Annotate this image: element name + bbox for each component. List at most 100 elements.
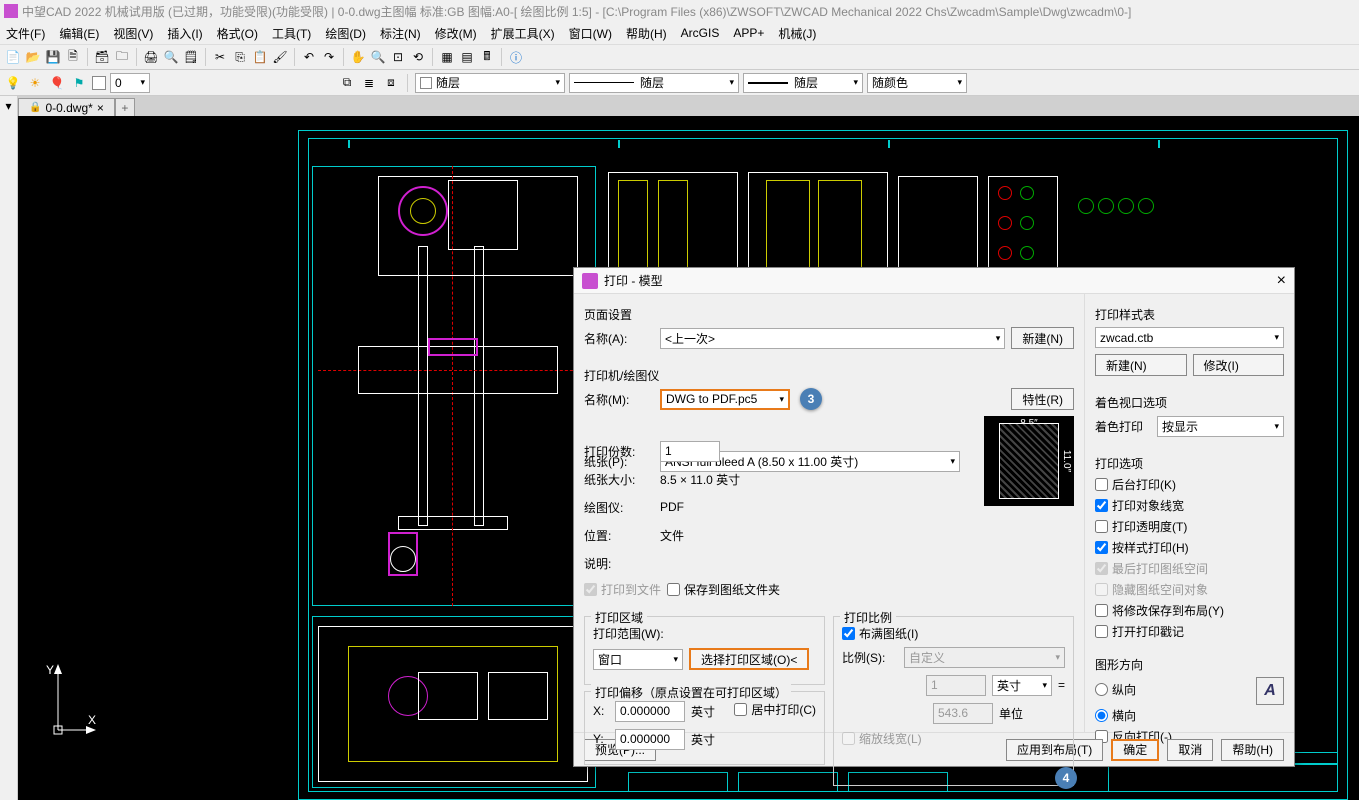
fit-checkbox[interactable] <box>842 627 855 640</box>
menu-window[interactable]: 窗口(W) <box>569 25 612 42</box>
matchprop-icon[interactable]: 🖌 <box>271 48 289 66</box>
option-checkbox[interactable] <box>1095 604 1108 617</box>
dialog-titlebar[interactable]: 打印 - 模型 × <box>574 268 1294 294</box>
app-icon <box>4 4 18 18</box>
shaded-dropdown[interactable]: 按显示 <box>1157 416 1284 437</box>
bylayer-color-dropdown[interactable]: 随层 <box>415 73 565 93</box>
plotter-value: PDF <box>660 500 684 514</box>
add-tab[interactable]: + <box>115 98 135 116</box>
grid-icon[interactable]: ▤ <box>458 48 476 66</box>
menu-arcgis[interactable]: ArcGIS <box>681 26 720 40</box>
range-dropdown[interactable]: 窗口 <box>593 649 683 670</box>
menu-tools[interactable]: 工具(T) <box>272 25 311 42</box>
option-checkbox[interactable] <box>1095 625 1108 638</box>
print-icon[interactable]: 🖨 <box>142 48 160 66</box>
cancel-button[interactable]: 取消 <box>1167 739 1213 761</box>
pagesetup-new-button[interactable]: 新建(N) <box>1011 327 1074 349</box>
menu-modify[interactable]: 修改(M) <box>435 25 477 42</box>
close-icon[interactable]: × <box>1277 272 1286 290</box>
menu-edit[interactable]: 编辑(E) <box>59 25 99 42</box>
publish-icon[interactable]: 🗒 <box>182 48 200 66</box>
scale-unit-dropdown[interactable]: 英寸 <box>992 675 1052 696</box>
menu-dimension[interactable]: 标注(N) <box>380 25 421 42</box>
badge-4: 4 <box>1055 767 1077 789</box>
papersize-label: 纸张大小: <box>584 471 654 488</box>
left-toolbox <box>0 116 18 800</box>
option-checkbox <box>1095 583 1108 596</box>
printer-name-dropdown[interactable]: DWG to PDF.pc5 <box>660 389 790 410</box>
menu-mechanical[interactable]: 机械(J) <box>778 25 816 42</box>
option-checkbox[interactable] <box>1095 520 1108 533</box>
preview-icon[interactable]: 🔍 <box>162 48 180 66</box>
orientation-icon: A <box>1256 677 1284 705</box>
save-icon[interactable]: 💾 <box>44 48 62 66</box>
bycolor-dropdown[interactable]: 随颜色 <box>867 73 967 93</box>
menu-format[interactable]: 格式(O) <box>217 25 258 42</box>
option-label: 按样式打印(H) <box>1112 539 1189 556</box>
pick-area-button[interactable]: 选择打印区域(O)< <box>689 648 809 670</box>
doc-tab[interactable]: 🔒 0-0.dwg* × <box>18 98 115 116</box>
table-icon[interactable]: ▦ <box>438 48 456 66</box>
menu-appplus[interactable]: APP+ <box>733 26 764 40</box>
help-icon[interactable]: ⓘ <box>507 48 525 66</box>
zoomprev-icon[interactable]: ⟲ <box>409 48 427 66</box>
where-value: 文件 <box>660 527 684 544</box>
undo-icon[interactable]: ↶ <box>300 48 318 66</box>
zoom-icon[interactable]: 🔍 <box>369 48 387 66</box>
styletable-edit-button[interactable]: 修改(I) <box>1193 354 1285 376</box>
lightbulb-icon[interactable]: 💡 <box>4 74 22 92</box>
dialog-title: 打印 - 模型 <box>604 272 663 289</box>
where-label: 位置: <box>584 527 654 544</box>
portrait-radio[interactable] <box>1095 683 1108 696</box>
option-checkbox[interactable] <box>1095 541 1108 554</box>
cut-icon[interactable]: ✂ <box>211 48 229 66</box>
flag-icon[interactable]: ⚑ <box>70 74 88 92</box>
bylayer-linetype-dropdown[interactable]: 随层 <box>569 73 739 93</box>
saveall-icon[interactable]: 🗃 <box>93 48 111 66</box>
menu-extend[interactable]: 扩展工具(X) <box>491 25 555 42</box>
layerprev-icon[interactable]: ⧈ <box>382 74 400 92</box>
layers-icon[interactable]: ⧉ <box>338 74 356 92</box>
print-to-file-checkbox <box>584 583 597 596</box>
menu-file[interactable]: 文件(F) <box>6 25 45 42</box>
pan-icon[interactable]: ✋ <box>349 48 367 66</box>
sun-icon[interactable]: ☀ <box>26 74 44 92</box>
menu-view[interactable]: 视图(V) <box>113 25 153 42</box>
layer-0-dropdown[interactable]: 0 <box>110 73 150 93</box>
close-icon[interactable]: × <box>97 101 104 115</box>
save-folder-checkbox[interactable] <box>667 583 680 596</box>
landscape-radio[interactable] <box>1095 709 1108 722</box>
redo-icon[interactable]: ↷ <box>320 48 338 66</box>
option-checkbox[interactable] <box>1095 478 1108 491</box>
printer-properties-button[interactable]: 特性(R) <box>1011 388 1074 410</box>
help-button[interactable]: 帮助(H) <box>1221 739 1284 761</box>
menu-help[interactable]: 帮助(H) <box>626 25 667 42</box>
menu-draw[interactable]: 绘图(D) <box>325 25 366 42</box>
ok-button[interactable]: 确定 <box>1111 739 1159 761</box>
center-checkbox[interactable] <box>734 703 747 716</box>
open-icon[interactable]: 📂 <box>24 48 42 66</box>
export-icon[interactable]: 🗀 <box>113 48 131 66</box>
balloon-icon[interactable]: 🎈 <box>48 74 66 92</box>
paste-icon[interactable]: 📋 <box>251 48 269 66</box>
pagesetup-name-dropdown[interactable]: <上一次> <box>660 328 1005 349</box>
layerstates-icon[interactable]: ≣ <box>360 74 378 92</box>
zoomwin-icon[interactable]: ⊡ <box>389 48 407 66</box>
offset-y-input[interactable]: 0.000000 <box>615 729 685 750</box>
saveas-icon[interactable]: 🗎 <box>64 48 82 66</box>
copy-icon[interactable]: ⎘ <box>231 48 249 66</box>
styletable-dropdown[interactable]: zwcad.ctb <box>1095 327 1284 348</box>
desc-label: 说明: <box>584 555 654 572</box>
styletable-new-button[interactable]: 新建(N) <box>1095 354 1187 376</box>
calc-icon[interactable]: 🖩 <box>478 48 496 66</box>
tabbar-menu-icon[interactable]: ▾ <box>0 96 18 116</box>
menu-insert[interactable]: 插入(I) <box>167 25 202 42</box>
layer-color-swatch[interactable] <box>92 76 106 90</box>
bylayer-lineweight-dropdown[interactable]: 随层 <box>743 73 863 93</box>
offset-x-input[interactable]: 0.000000 <box>615 701 685 722</box>
copies-input[interactable]: 1 <box>660 441 720 462</box>
option-checkbox[interactable] <box>1095 499 1108 512</box>
new-icon[interactable]: 📄 <box>4 48 22 66</box>
area-group-label: 打印区域 <box>591 609 647 626</box>
scale-denom-input: 543.6 <box>933 703 993 724</box>
